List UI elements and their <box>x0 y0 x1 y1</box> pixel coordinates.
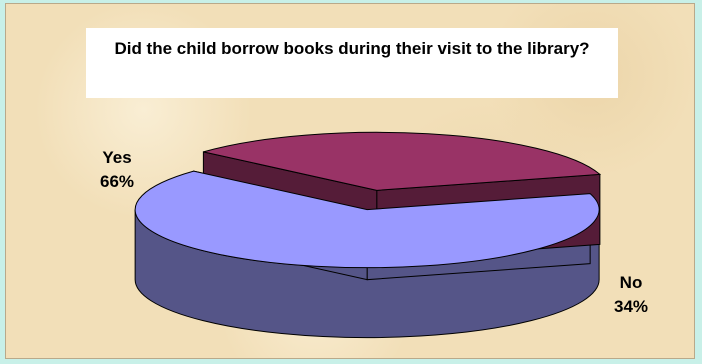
label-no-value: 34% <box>614 297 649 316</box>
pie-slice-yes <box>134 170 600 269</box>
label-yes: Yes 66% <box>100 146 134 194</box>
label-yes-category: Yes <box>102 148 132 167</box>
chart-title: Did the child borrow books during their … <box>114 39 590 58</box>
label-no: No 34% <box>614 271 648 319</box>
label-no-category: No <box>619 273 643 292</box>
chart-title-box: Did the child borrow books during their … <box>86 28 618 98</box>
pie-slice-no <box>203 131 602 191</box>
label-yes-value: 66% <box>100 172 135 191</box>
